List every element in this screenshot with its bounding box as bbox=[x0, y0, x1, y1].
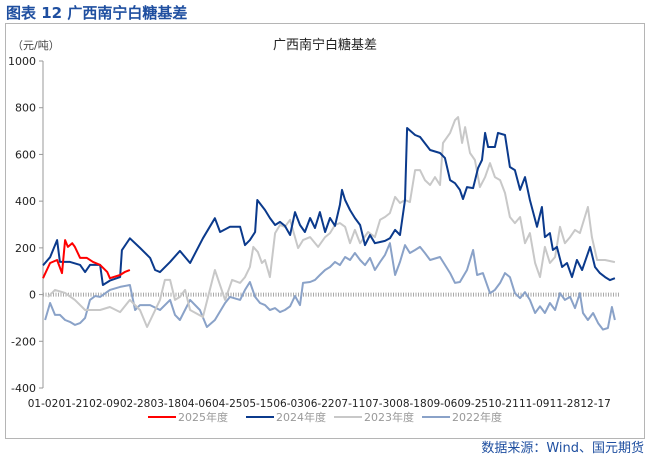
x-tick-label: 11-09 bbox=[519, 398, 550, 410]
x-tick-label: 09-06 bbox=[427, 398, 458, 410]
x-tick-label: 05-15 bbox=[243, 398, 274, 410]
figure-title: 图表 12 广西南宁白糖基差 bbox=[6, 4, 188, 22]
y-tick-label: -400 bbox=[11, 382, 36, 395]
y-tick-label: 200 bbox=[15, 242, 36, 255]
chart-title: 广西南宁白糖基差 bbox=[273, 37, 377, 53]
legend-label: 2024年度 bbox=[276, 410, 326, 424]
x-tick-label: 01-21 bbox=[58, 398, 89, 410]
y-tick-label: -200 bbox=[11, 335, 36, 348]
x-tick-label: 08-18 bbox=[396, 398, 427, 410]
y-tick-label: 0 bbox=[29, 289, 36, 302]
series-line-2024 bbox=[42, 127, 616, 286]
legend-label: 2023年度 bbox=[364, 410, 414, 424]
x-tick-label: 04-25 bbox=[212, 398, 243, 410]
x-tick-label: 07-30 bbox=[365, 398, 396, 410]
x-tick-label: 09-25 bbox=[458, 398, 489, 410]
y-tick-label: 800 bbox=[15, 102, 36, 115]
x-tick-label: 01-02 bbox=[28, 398, 59, 410]
x-tick-label: 10-21 bbox=[488, 398, 519, 410]
legend-label: 2025年度 bbox=[178, 410, 228, 424]
series-line-2022 bbox=[44, 242, 616, 331]
y-tick-label: 400 bbox=[15, 195, 36, 208]
series-line-2023 bbox=[47, 116, 616, 328]
x-tick-label: 07-11 bbox=[335, 398, 366, 410]
x-tick-label: 11-28 bbox=[550, 398, 581, 410]
x-tick-label: 03-18 bbox=[151, 398, 182, 410]
legend-label: 2022年度 bbox=[452, 410, 502, 424]
y-tick-label: 600 bbox=[15, 148, 36, 161]
x-tick-label: 02-28 bbox=[120, 398, 151, 410]
series-line-2025 bbox=[42, 239, 131, 280]
y-axis-unit: （元/吨） bbox=[12, 39, 60, 52]
x-tick-label: 06-22 bbox=[304, 398, 335, 410]
chart-frame bbox=[5, 23, 645, 439]
x-tick-label: 12-17 bbox=[580, 398, 611, 410]
data-source: 数据来源：Wind、国元期货 bbox=[481, 441, 644, 456]
y-tick-label: 1000 bbox=[8, 55, 36, 68]
x-tick-label: 02-09 bbox=[89, 398, 120, 410]
x-tick-label: 06-03 bbox=[273, 398, 304, 410]
x-tick-label: 04-06 bbox=[181, 398, 212, 410]
